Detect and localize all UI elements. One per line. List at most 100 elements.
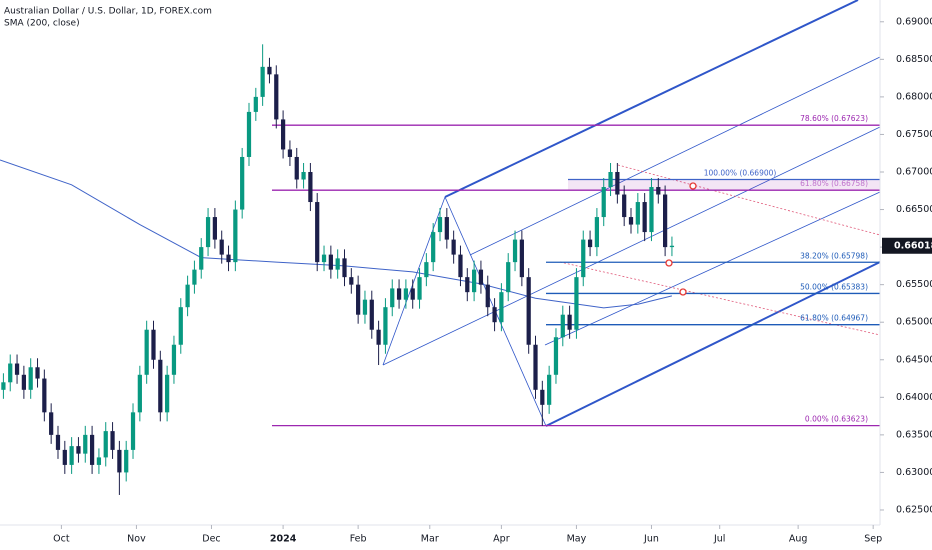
candle-body [622, 194, 627, 218]
candle-body [199, 247, 204, 270]
candle-body [260, 66, 265, 97]
marker [689, 182, 697, 190]
candle-body [424, 262, 429, 278]
candle-body [608, 171, 613, 188]
candle-body [574, 277, 579, 330]
candle-body [144, 329, 149, 375]
x-tick-label: Feb [350, 534, 367, 545]
last-price-label: 0.66018 [894, 240, 932, 251]
level-label: 50.00% (0.65383) [800, 282, 868, 291]
candle-body [69, 446, 74, 465]
fib-levels: 78.60% (0.67623) 100.00% (0.66900) 61.80% … [272, 114, 880, 427]
candles [0, 44, 675, 495]
candle-body [42, 378, 47, 413]
candle-body [540, 389, 545, 405]
indicator-label: SMA (200, close) [4, 19, 80, 29]
marker [665, 259, 673, 267]
candle-body [335, 258, 340, 270]
candle-body [158, 359, 163, 413]
candle-body [28, 367, 33, 390]
y-tick-label: 0.64500 [896, 354, 932, 365]
candle-body [587, 239, 593, 248]
candle-body [492, 307, 497, 323]
candle-body [663, 194, 668, 248]
x-tick-label: Aug [789, 534, 808, 545]
candle-body [628, 217, 634, 225]
candle-body [437, 217, 443, 233]
candle-body [1, 382, 6, 390]
y-tick-label: 0.69000 [896, 16, 932, 27]
level-label: 61.80% (0.64967) [800, 314, 868, 323]
y-tick-label: 0.63000 [896, 467, 932, 478]
markers [665, 182, 697, 296]
candle-body [219, 239, 224, 255]
pitchfork-median [382, 126, 881, 366]
y-tick-label: 0.67500 [896, 129, 932, 140]
candle-body [253, 96, 258, 112]
x-tick-label: May [567, 534, 587, 545]
candle-body [185, 284, 190, 308]
candle-body [362, 299, 368, 315]
y-tick-label: 0.63500 [896, 429, 932, 440]
candle-body [35, 367, 40, 379]
marker [679, 288, 687, 296]
candle-body [533, 344, 538, 390]
candle-body [96, 457, 102, 465]
candle-body [233, 209, 238, 263]
candle-body [274, 74, 279, 120]
trend-line [617, 164, 881, 236]
candle-body [315, 202, 320, 263]
candle-body [89, 434, 95, 465]
candle-body [390, 288, 395, 308]
x-tick-label: Mar [421, 534, 439, 545]
candle-body [137, 374, 142, 413]
candle-body [171, 344, 177, 375]
candle-body [76, 446, 81, 454]
candle-body [403, 288, 409, 300]
candle-body [301, 171, 306, 180]
candle-body [21, 374, 26, 390]
y-tick-label: 0.67000 [896, 166, 932, 177]
pitchfork-line [469, 56, 881, 256]
candle-body [130, 412, 136, 450]
candle-body [8, 363, 13, 383]
candle-body [117, 449, 122, 473]
candle-body [431, 232, 436, 263]
x-tick-label: Dec [202, 534, 220, 545]
pitchfork-line [544, 191, 881, 346]
level-label: 78.60% (0.67623) [800, 114, 868, 123]
candle-body [55, 434, 61, 450]
level-label: 0.00% (0.63623) [805, 415, 868, 424]
candle-body [49, 412, 54, 435]
candle-body [547, 374, 552, 405]
candle-body [151, 329, 156, 360]
trend-line [559, 261, 881, 336]
x-tick-label: Oct [53, 534, 70, 545]
candle-body [526, 277, 531, 345]
candle-body [649, 187, 654, 233]
x-tick-label: Nov [127, 534, 146, 545]
candle-body [62, 449, 67, 465]
candle-body [451, 239, 456, 255]
candle-body [512, 239, 518, 263]
candle-body [240, 156, 245, 210]
candle-body [321, 254, 327, 263]
candle-body [635, 202, 640, 225]
x-tick-label: Jul [713, 534, 725, 545]
candle-body [349, 277, 354, 285]
candle-body [642, 202, 647, 233]
last-price-box [882, 237, 932, 254]
candle-body [669, 245, 675, 248]
candle-body [553, 337, 559, 375]
y-tick-label: 0.62500 [896, 504, 932, 515]
candle-body [560, 314, 565, 338]
level-zone [568, 179, 880, 191]
candle-body [226, 254, 231, 263]
y-tick-label: 0.64000 [896, 392, 932, 403]
candle-body [369, 299, 374, 330]
candle-body [656, 187, 661, 195]
y-tick-label: 0.68500 [896, 54, 932, 65]
y-tick-label: 0.66500 [896, 204, 932, 215]
candle-body [124, 449, 129, 473]
